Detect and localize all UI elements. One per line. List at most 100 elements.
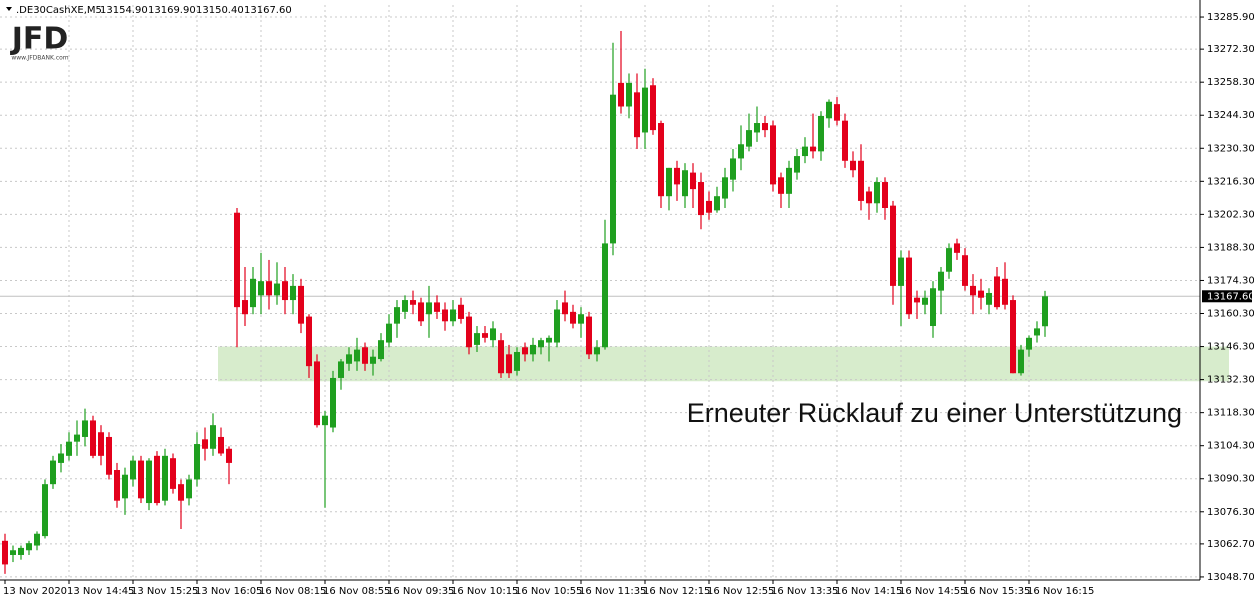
candle-body xyxy=(170,458,176,489)
y-tick-label: 13048.70 xyxy=(1207,572,1254,583)
x-tick-label: 16 Nov 12:15 xyxy=(643,586,710,597)
candle-body xyxy=(882,182,888,208)
candle-body xyxy=(554,309,560,343)
candle-body xyxy=(226,448,232,463)
x-tick-label: 16 Nov 13:35 xyxy=(771,586,838,597)
candle-body xyxy=(362,347,368,364)
candle-body xyxy=(506,354,512,374)
candle-body xyxy=(258,281,264,296)
candle-body xyxy=(802,146,808,157)
candle-body xyxy=(154,455,160,504)
x-tick-label: 16 Nov 10:55 xyxy=(515,586,582,597)
candle-body xyxy=(834,104,840,121)
candle-body xyxy=(786,167,792,194)
candle-body xyxy=(850,160,856,171)
candle-body xyxy=(514,351,520,371)
candle-body xyxy=(570,311,576,324)
y-tick-label: 13230.30 xyxy=(1207,143,1254,154)
candle-body xyxy=(594,347,600,355)
candle-body xyxy=(962,255,968,286)
y-tick-label: 13132.30 xyxy=(1207,375,1254,386)
candle-body xyxy=(674,167,680,185)
candle-body xyxy=(50,460,56,485)
candle-body xyxy=(74,434,80,442)
candle-body xyxy=(562,302,568,315)
candle-body xyxy=(794,156,800,173)
candle-body xyxy=(858,160,864,201)
candle-body xyxy=(842,120,848,161)
candle-body xyxy=(274,283,280,296)
candle-body xyxy=(770,125,776,185)
candle-body xyxy=(922,297,928,305)
candle-body xyxy=(810,146,816,152)
candle-body xyxy=(1002,278,1008,305)
candle-body xyxy=(330,377,336,428)
candle-body xyxy=(538,340,544,348)
candle-body xyxy=(586,316,592,355)
candle-body xyxy=(402,300,408,312)
y-tick-label: 13244.30 xyxy=(1207,110,1254,121)
candle-body xyxy=(634,92,640,138)
candle-body xyxy=(194,444,200,480)
candle-body xyxy=(114,470,120,501)
candle-body xyxy=(250,278,256,308)
candle-body xyxy=(338,361,344,378)
candle-body xyxy=(642,87,648,133)
candle-body xyxy=(658,123,664,197)
candle-body xyxy=(346,354,352,364)
annotation: Erneuter Rücklauf zu einer Unterstützung xyxy=(687,398,1182,428)
y-tick-label: 13076.30 xyxy=(1207,507,1254,518)
support-zone xyxy=(218,346,1229,382)
candle-body xyxy=(186,479,192,499)
x-tick-label: 13 Nov 2020 xyxy=(3,586,67,597)
candle-body xyxy=(650,85,656,131)
candle-body xyxy=(946,248,952,272)
candle-body xyxy=(986,292,992,305)
candle-body xyxy=(210,425,216,449)
candle-body xyxy=(722,177,728,199)
candle-body xyxy=(282,281,288,301)
candle-body xyxy=(730,158,736,180)
candle-body xyxy=(762,123,768,131)
candle-body xyxy=(370,356,376,364)
candle-body xyxy=(930,288,936,327)
candle-body xyxy=(442,309,448,322)
header-low: 13150.40 xyxy=(196,5,244,16)
candle-body xyxy=(122,474,128,499)
candle-body xyxy=(874,182,880,204)
logo: JFD xyxy=(10,22,69,57)
logo-url: www.JFDBANK.com xyxy=(11,55,68,62)
header-close: 13167.60 xyxy=(244,5,292,16)
candle-body xyxy=(1018,349,1024,374)
header-open: 13154.90 xyxy=(100,5,148,16)
candle-body xyxy=(914,297,920,303)
candle-body xyxy=(66,441,72,456)
candle-body xyxy=(698,182,704,216)
candle-body xyxy=(242,300,248,315)
candle-body xyxy=(314,361,320,426)
x-tick-label: 16 Nov 11:35 xyxy=(579,586,646,597)
candle-body xyxy=(938,271,944,291)
last-price-box xyxy=(1202,290,1252,303)
y-tick-label: 13202.30 xyxy=(1207,209,1254,220)
candle-body xyxy=(2,540,8,565)
candle-body xyxy=(354,349,360,362)
x-tick-label: 16 Nov 09:35 xyxy=(387,586,454,597)
candle-body xyxy=(530,344,536,355)
candle-body xyxy=(138,460,144,499)
x-tick-label: 16 Nov 08:15 xyxy=(259,586,326,597)
candle-body xyxy=(906,257,912,315)
candle-body xyxy=(266,281,272,296)
candle-body xyxy=(546,337,552,343)
candle-body xyxy=(298,285,304,324)
candle-body xyxy=(898,257,904,286)
candle-body xyxy=(954,243,960,253)
candle-body xyxy=(378,340,384,360)
candle-body xyxy=(602,243,608,348)
candle-body xyxy=(738,144,744,159)
candle-body xyxy=(394,307,400,324)
candle-body xyxy=(386,323,392,343)
menu-arrow xyxy=(6,7,12,11)
candle-body xyxy=(458,304,464,319)
candle-body xyxy=(578,314,584,324)
